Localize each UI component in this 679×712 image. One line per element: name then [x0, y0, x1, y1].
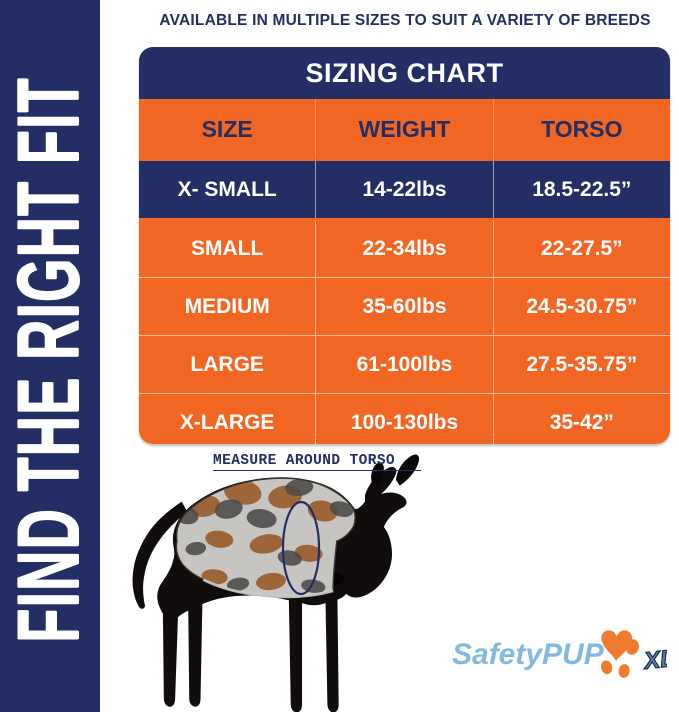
svg-text:SafetyPUP: SafetyPUP — [452, 638, 605, 671]
svg-text:XD: XD — [641, 645, 667, 676]
